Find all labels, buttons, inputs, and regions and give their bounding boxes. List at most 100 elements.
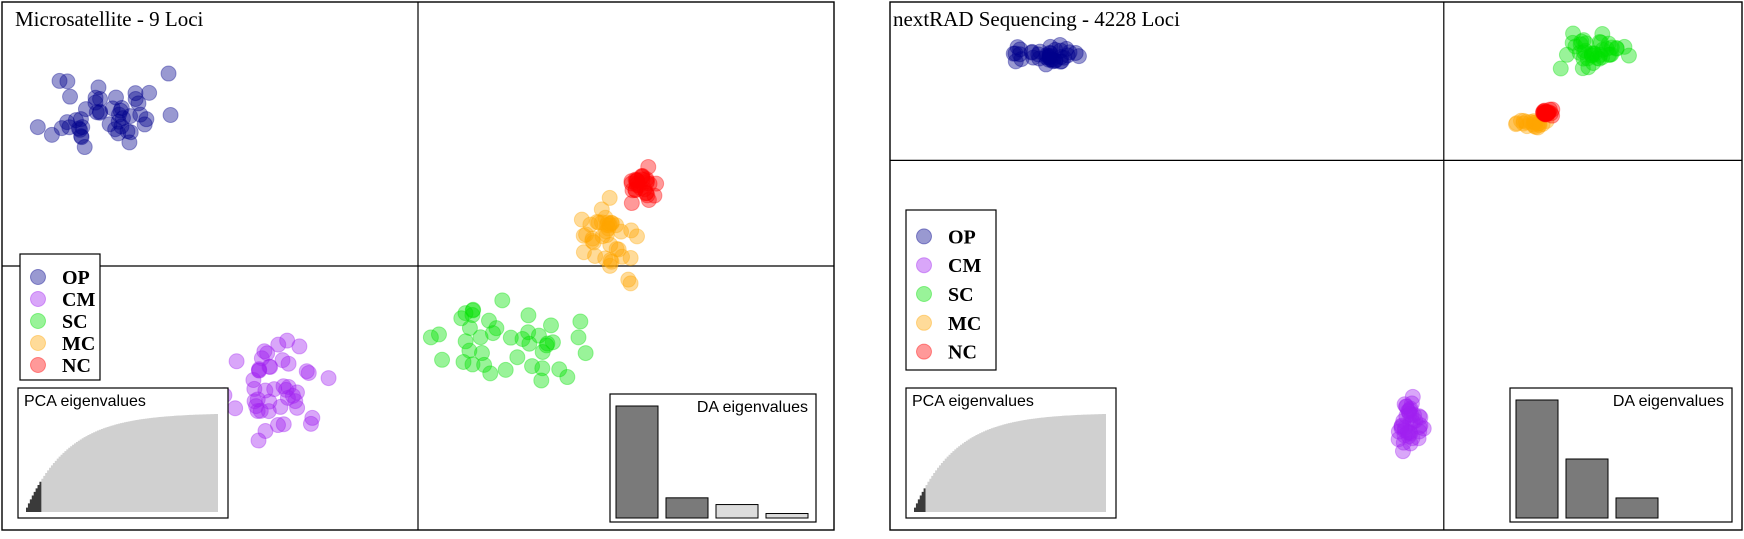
- point-cm: [1403, 395, 1420, 412]
- point-sc: [457, 333, 474, 350]
- point-sc: [461, 342, 478, 359]
- point-sc: [1603, 46, 1620, 63]
- point-cm: [1405, 406, 1422, 423]
- point-op: [1047, 52, 1064, 69]
- point-cm: [251, 361, 268, 378]
- point-nc: [1544, 101, 1561, 118]
- point-mc: [1531, 115, 1548, 132]
- point-op: [70, 120, 87, 137]
- point-cm: [1395, 412, 1412, 429]
- data-points: [1005, 25, 1637, 460]
- point-cm: [279, 332, 296, 349]
- point-op: [1031, 50, 1048, 67]
- point-sc: [1598, 40, 1615, 57]
- legend-marker-mc: [30, 335, 46, 351]
- point-nc: [627, 182, 644, 199]
- pca-eigenvalues-inset: PCA eigenvalues: [17, 387, 229, 519]
- point-sc: [542, 317, 559, 334]
- point-sc: [1580, 59, 1597, 76]
- point-mc: [1527, 118, 1544, 135]
- point-op: [74, 119, 91, 136]
- point-sc: [577, 345, 594, 362]
- point-mc: [602, 236, 619, 253]
- point-cm: [1393, 419, 1410, 436]
- point-op: [127, 91, 144, 108]
- point-op: [114, 110, 131, 127]
- legend-label-mc: MC: [62, 333, 95, 355]
- legend-label-sc: SC: [948, 284, 974, 306]
- point-op: [110, 113, 127, 130]
- point-sc: [497, 361, 514, 378]
- point-cm: [246, 380, 263, 397]
- point-cm: [251, 362, 268, 379]
- legend-marker-sc: [916, 286, 932, 302]
- point-sc: [476, 356, 493, 373]
- point-nc: [637, 185, 654, 202]
- point-op: [51, 72, 68, 89]
- point-op: [112, 102, 129, 119]
- point-nc: [1540, 104, 1557, 121]
- point-cm: [287, 393, 304, 410]
- point-cm: [1412, 409, 1429, 426]
- legend-label-mc: MC: [948, 313, 981, 335]
- point-sc: [1585, 45, 1602, 62]
- point-sc: [1583, 47, 1600, 64]
- point-nc: [639, 187, 656, 204]
- point-nc: [636, 181, 653, 198]
- point-op: [87, 89, 104, 106]
- point-sc: [524, 358, 541, 375]
- point-mc: [599, 214, 616, 231]
- point-mc: [1518, 113, 1535, 130]
- panel-nextrad: nextRAD Sequencing - 4228 Loci OP CM SC MC N…: [889, 1, 1743, 531]
- point-cm: [257, 422, 274, 439]
- point-nc: [1535, 104, 1552, 121]
- point-cm: [279, 389, 296, 406]
- point-mc: [584, 230, 601, 247]
- point-mc: [1531, 117, 1548, 134]
- point-op: [61, 119, 78, 136]
- point-nc: [1540, 104, 1557, 121]
- point-mc: [573, 211, 590, 228]
- point-mc: [603, 215, 620, 232]
- point-cm: [300, 364, 317, 381]
- point-sc: [1589, 50, 1606, 67]
- point-sc: [1594, 49, 1611, 66]
- point-op: [1038, 49, 1055, 66]
- point-mc: [1534, 116, 1551, 133]
- da-eigenvalue-bar: [1515, 399, 1559, 519]
- da-eigenvalue-bar: [615, 405, 659, 519]
- point-sc: [1575, 32, 1592, 49]
- point-mc: [1538, 112, 1555, 129]
- point-sc: [494, 292, 511, 309]
- point-nc: [646, 187, 663, 204]
- point-nc: [1535, 104, 1552, 121]
- point-sc: [570, 329, 587, 346]
- legend: OP CM SC MC NC: [905, 209, 997, 371]
- point-op: [1070, 48, 1087, 65]
- point-mc: [1507, 116, 1524, 133]
- point-nc: [623, 173, 640, 190]
- point-mc: [575, 227, 592, 244]
- point-cm: [1404, 414, 1421, 431]
- point-mc: [593, 214, 610, 231]
- point-sc: [480, 312, 497, 329]
- point-op: [1041, 47, 1058, 64]
- legend-marker-nc: [916, 343, 932, 360]
- pca-eigenvalue-bars: [41, 414, 218, 512]
- point-op: [1042, 51, 1059, 68]
- point-sc: [1591, 34, 1608, 51]
- point-op: [136, 116, 153, 133]
- point-mc: [597, 250, 614, 267]
- point-op: [132, 106, 149, 123]
- point-mc: [582, 216, 599, 233]
- point-sc: [465, 301, 482, 318]
- point-nc: [1541, 101, 1558, 118]
- point-sc: [472, 329, 489, 346]
- legend-box: [19, 253, 101, 381]
- pca-retained-bars: [914, 488, 926, 512]
- point-op: [113, 118, 130, 135]
- point-sc: [1586, 45, 1603, 62]
- point-op: [1041, 44, 1058, 61]
- point-mc: [623, 222, 640, 239]
- point-nc: [1537, 106, 1554, 123]
